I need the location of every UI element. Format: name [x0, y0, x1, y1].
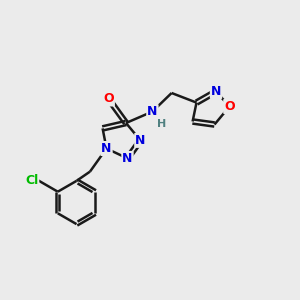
- Text: N: N: [135, 134, 146, 147]
- Text: H: H: [157, 118, 166, 129]
- Text: N: N: [122, 152, 133, 165]
- Text: Cl: Cl: [25, 174, 38, 187]
- Text: O: O: [103, 92, 114, 106]
- Text: N: N: [211, 85, 221, 98]
- Text: O: O: [224, 100, 235, 113]
- Text: N: N: [147, 105, 158, 118]
- Text: N: N: [101, 142, 112, 155]
